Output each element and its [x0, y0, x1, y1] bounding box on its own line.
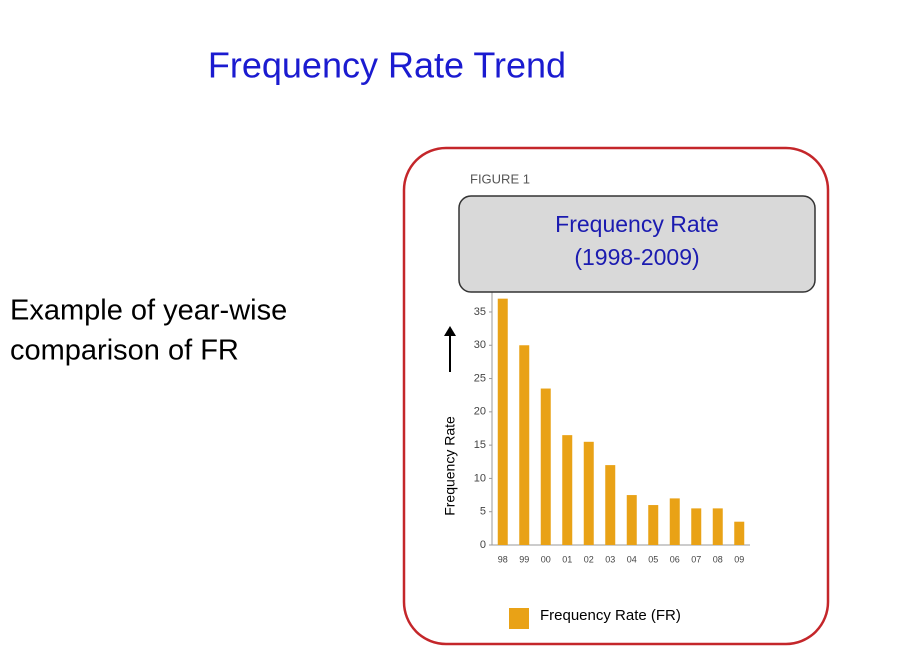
x-tick-label: 99	[519, 554, 529, 564]
bar	[626, 495, 637, 545]
x-tick-label: 01	[562, 554, 572, 564]
x-tick-label: 98	[498, 554, 508, 564]
y-axis-label: Frequency Rate	[442, 416, 458, 516]
chart-title-box	[458, 195, 816, 293]
slide-text: comparison of FR	[10, 335, 239, 367]
bar	[519, 345, 530, 545]
x-tick-label: 04	[627, 554, 637, 564]
y-tick-label: 5	[480, 506, 486, 518]
x-tick-label: 00	[541, 554, 551, 564]
chart-subtitle: (1998-2009)	[574, 244, 699, 270]
bar	[497, 298, 508, 545]
x-tick-label: 08	[713, 554, 723, 564]
bar	[691, 508, 702, 545]
y-tick-label: 25	[474, 372, 486, 384]
legend-swatch	[509, 608, 529, 629]
bar	[540, 388, 551, 545]
chart-title: Frequency Rate	[555, 211, 719, 237]
y-tick-label: 30	[474, 339, 486, 351]
x-tick-label: 02	[584, 554, 594, 564]
bar	[712, 508, 723, 545]
x-tick-label: 09	[734, 554, 744, 564]
bar	[605, 465, 616, 545]
bar	[669, 498, 680, 545]
bar	[562, 435, 573, 545]
x-tick-label: 03	[605, 554, 615, 564]
y-tick-label: 20	[474, 406, 486, 418]
bar	[734, 521, 745, 545]
figure-label: FIGURE 1	[470, 171, 530, 186]
y-tick-label: 35	[474, 306, 486, 318]
slide-title: Frequency Rate Trend	[208, 45, 566, 86]
bar	[648, 505, 659, 545]
x-tick-label: 06	[670, 554, 680, 564]
bar	[583, 441, 594, 545]
axis-arrowhead	[444, 326, 456, 336]
legend-label: Frequency Rate (FR)	[540, 607, 681, 624]
x-tick-label: 07	[691, 554, 701, 564]
y-tick-label: 0	[480, 539, 486, 551]
y-tick-label: 15	[474, 439, 486, 451]
x-tick-label: 05	[648, 554, 658, 564]
slide-text: Example of year-wise	[10, 295, 287, 327]
y-tick-label: 10	[474, 472, 486, 484]
